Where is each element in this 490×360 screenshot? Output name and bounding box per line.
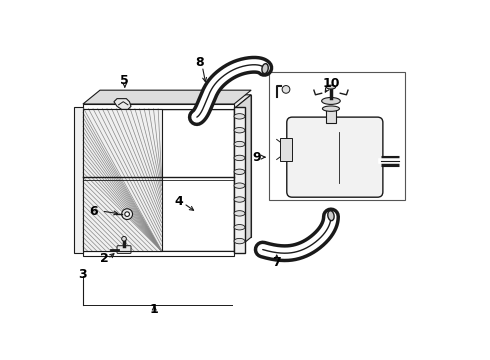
Bar bbox=[280, 138, 292, 161]
Ellipse shape bbox=[234, 238, 245, 244]
Ellipse shape bbox=[326, 85, 336, 89]
Bar bbox=[83, 109, 162, 251]
Ellipse shape bbox=[234, 155, 245, 161]
Ellipse shape bbox=[262, 64, 268, 73]
Bar bbox=[100, 95, 251, 237]
Bar bbox=[83, 104, 234, 109]
Bar bbox=[83, 109, 162, 251]
Ellipse shape bbox=[234, 169, 245, 175]
Text: 4: 4 bbox=[174, 194, 183, 208]
Text: 7: 7 bbox=[272, 256, 281, 269]
Text: 8: 8 bbox=[195, 56, 203, 69]
Bar bbox=[83, 251, 234, 256]
Ellipse shape bbox=[322, 106, 340, 111]
FancyBboxPatch shape bbox=[117, 246, 131, 253]
FancyBboxPatch shape bbox=[287, 117, 383, 197]
Ellipse shape bbox=[234, 114, 245, 119]
Text: 2: 2 bbox=[100, 252, 109, 265]
Circle shape bbox=[122, 209, 133, 220]
Text: 6: 6 bbox=[90, 204, 98, 217]
Ellipse shape bbox=[234, 127, 245, 133]
Text: 5: 5 bbox=[121, 74, 129, 87]
Circle shape bbox=[122, 237, 126, 241]
Bar bbox=[269, 72, 405, 199]
Circle shape bbox=[125, 212, 129, 216]
Polygon shape bbox=[83, 90, 251, 104]
Ellipse shape bbox=[328, 211, 334, 221]
Bar bbox=[325, 109, 336, 122]
Polygon shape bbox=[234, 95, 251, 251]
Ellipse shape bbox=[234, 183, 245, 188]
Ellipse shape bbox=[321, 98, 340, 104]
Ellipse shape bbox=[234, 211, 245, 216]
Text: 9: 9 bbox=[252, 150, 261, 164]
Ellipse shape bbox=[234, 225, 245, 230]
Text: 10: 10 bbox=[322, 77, 340, 90]
Polygon shape bbox=[83, 95, 251, 109]
Polygon shape bbox=[114, 99, 131, 109]
Bar bbox=[83, 109, 234, 251]
Ellipse shape bbox=[234, 141, 245, 147]
Bar bbox=[234, 107, 245, 253]
Ellipse shape bbox=[234, 197, 245, 202]
Bar bbox=[74, 107, 83, 253]
Text: 1: 1 bbox=[150, 303, 159, 316]
Text: 3: 3 bbox=[78, 268, 87, 281]
Circle shape bbox=[282, 86, 290, 93]
